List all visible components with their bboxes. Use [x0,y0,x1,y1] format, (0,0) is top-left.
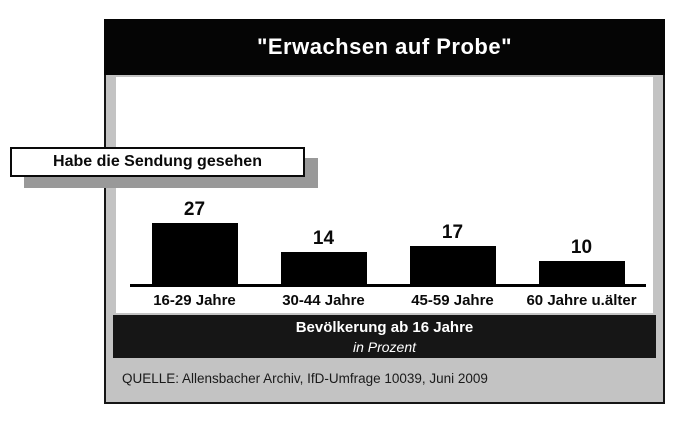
bars-area: 27 16-29 Jahre 14 30-44 Jahre 17 45-59 Jahre 1… [130,196,646,309]
series-callout-label: Habe die Sendung gesehen [53,153,262,170]
info-bar: Bevölkerung ab 16 Jahre in Prozent [113,315,656,358]
bar-category-label: 16-29 Jahre [153,292,236,309]
bar-category-label: 30-44 Jahre [282,292,365,309]
population-label: Bevölkerung ab 16 Jahre [295,319,474,336]
bar-category-label: 60 Jahre u.älter [526,292,637,309]
bar [280,252,367,284]
bar-category-label: 45-59 Jahre [411,292,494,309]
series-callout: Habe die Sendung gesehen [10,147,305,177]
figure-panel: "Erwachsen auf Probe" 27 16-29 Jahre 14 30-… [104,19,665,404]
chart-title: "Erwachsen auf Probe" [256,34,513,59]
x-axis-line [130,284,646,287]
bar-value-label: 27 [183,199,206,220]
bar [538,261,625,284]
chart-area: 27 16-29 Jahre 14 30-44 Jahre 17 45-59 Jahre 1… [116,77,653,313]
bar-value-label: 17 [441,222,464,243]
title-bar: "Erwachsen auf Probe" [104,19,665,75]
unit-label: in Prozent [352,339,417,355]
bar-value-label: 14 [312,228,335,249]
bar [409,246,496,284]
source-note: QUELLE: Allensbacher Archiv, IfD-Umfrage… [122,371,488,386]
bar-value-label: 10 [570,237,593,258]
bar [151,223,238,284]
